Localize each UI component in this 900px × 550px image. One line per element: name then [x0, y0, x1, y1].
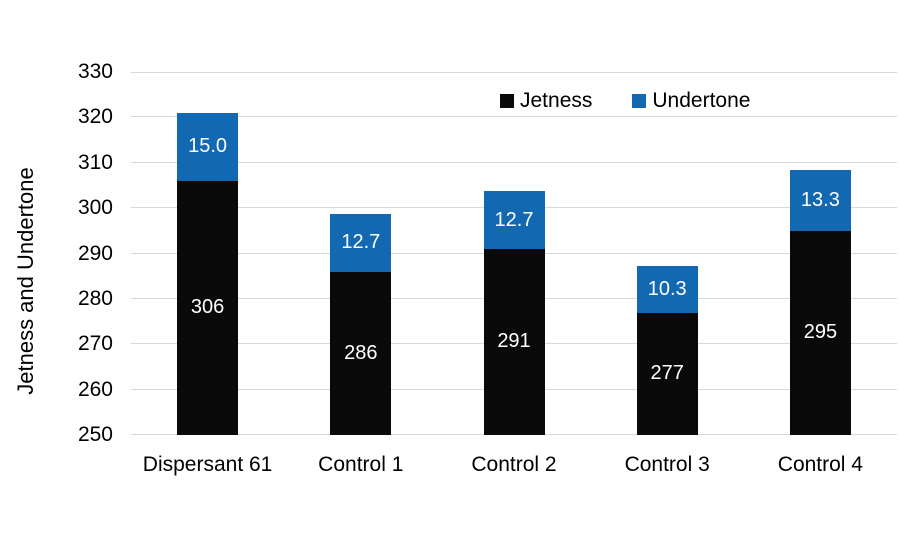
x-label-control-1: Control 1: [318, 453, 404, 476]
jetness-segment: 295: [789, 230, 851, 435]
plot-area: 15.0 306 12.7 286 12.7 291 10.3 277 13.3 295: [131, 72, 897, 435]
jetness-segment: 286: [330, 271, 392, 435]
undertone-value-label: 12.7: [341, 231, 381, 254]
y-tick-270: 270: [77, 332, 113, 356]
legend-item-jetness: Jetness: [500, 87, 592, 115]
bar-dispersant-61: 15.0 306: [177, 112, 239, 435]
x-label-control-3: Control 3: [624, 453, 710, 476]
y-tick-330: 330: [77, 60, 113, 83]
x-label-dispersant-61: Dispersant 61: [142, 453, 273, 476]
x-label-control-2: Control 2: [471, 453, 557, 476]
jetness-swatch-icon: [500, 94, 514, 108]
undertone-segment: 10.3: [636, 265, 698, 313]
undertone-value-label: 15.0: [188, 135, 228, 158]
bar-control-4: 13.3 295: [789, 170, 851, 435]
legend: Jetness Undertone: [500, 87, 750, 115]
jetness-segment: 306: [177, 180, 239, 435]
y-tick-310: 310: [77, 150, 113, 174]
legend-label-undertone: Undertone: [652, 89, 751, 112]
y-tick-300: 300: [77, 196, 113, 220]
jetness-value-label: 286: [344, 341, 378, 364]
undertone-value-label: 12.7: [494, 208, 534, 231]
undertone-segment: 12.7: [483, 191, 545, 249]
gridline-310: [131, 161, 897, 163]
jetness-segment: 277: [636, 312, 698, 435]
jetness-value-label: 277: [650, 362, 684, 385]
x-label-control-4: Control 4: [777, 453, 863, 476]
y-tick-320: 320: [77, 105, 113, 129]
undertone-segment: 12.7: [330, 214, 392, 272]
y-tick-290: 290: [77, 241, 113, 265]
gridline-320: [131, 116, 897, 118]
bar-control-2: 12.7 291: [483, 191, 545, 435]
y-tick-250: 250: [77, 423, 113, 446]
legend-item-undertone: Undertone: [632, 87, 750, 115]
x-axis-labels: Dispersant 61 Control 1 Control 2 Control 3…: [131, 452, 897, 478]
bar-control-3: 10.3 277: [636, 265, 698, 435]
jetness-value-label: 295: [803, 321, 838, 344]
y-tick-260: 260: [77, 377, 113, 401]
jetness-segment: 291: [483, 248, 545, 435]
undertone-segment: 13.3: [789, 170, 851, 231]
jetness-value-label: 291: [497, 330, 531, 353]
legend-label-jetness: Jetness: [520, 89, 593, 112]
jetness-value-label: 306: [190, 296, 225, 319]
undertone-swatch-icon: [632, 94, 647, 108]
y-tick-280: 280: [77, 286, 113, 310]
undertone-segment: 15.0: [177, 112, 239, 181]
undertone-value-label: 10.3: [647, 277, 687, 300]
bar-control-1: 12.7 286: [330, 214, 392, 435]
y-axis-tick-labels: 250 260 270 280 290 300 310 320 330: [0, 61, 113, 446]
gridline-330: [131, 72, 897, 73]
undertone-value-label: 13.3: [800, 189, 840, 212]
